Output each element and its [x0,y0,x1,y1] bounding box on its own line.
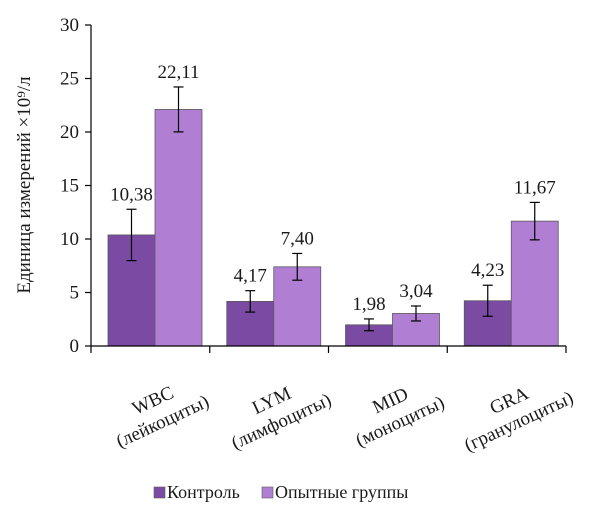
bars: 10,38 22,11 4,17 7,40 1,98 3,04 4,23 11,67 [107,62,559,347]
data-label: 7,40 [281,228,314,249]
y-axis-title: Единица измерений ×10⁹/л [14,76,35,294]
data-label: 22,11 [157,62,199,83]
y-tick-label: 15 [60,176,79,197]
y-tick-label: 25 [60,69,79,90]
y-tick-label: 10 [60,229,79,250]
category-label: MID(моноциты) [353,384,448,452]
data-label: 1,98 [352,294,385,315]
bar [510,220,559,347]
legend-label: Опытные группы [275,482,408,502]
y-tick-label: 20 [60,122,79,143]
y-tick-label: 0 [70,336,80,357]
legend-label: Контроль [167,482,240,502]
category-label: GRA(гранулоциты) [461,383,576,456]
data-label: 3,04 [399,281,433,302]
category-label: LYM(лимфоциты) [228,383,334,454]
y-tick-label: 30 [60,15,79,36]
legend: Контроль Опытные группы [153,482,408,502]
bar [154,109,203,347]
legend-swatch [261,486,274,499]
category-label: WBC(лейкоциты) [113,382,212,452]
y-axis: 0 5 10 15 20 25 30 [60,15,92,357]
data-label: 4,17 [234,266,267,287]
x-axis: WBC(лейкоциты) LYM(лимфоциты) MID(моноциты… [90,345,577,456]
data-label: 10,38 [110,184,153,205]
legend-swatch [153,486,166,499]
y-tick-label: 5 [70,283,80,304]
data-label: 11,67 [514,177,556,198]
data-label: 4,23 [471,260,504,281]
